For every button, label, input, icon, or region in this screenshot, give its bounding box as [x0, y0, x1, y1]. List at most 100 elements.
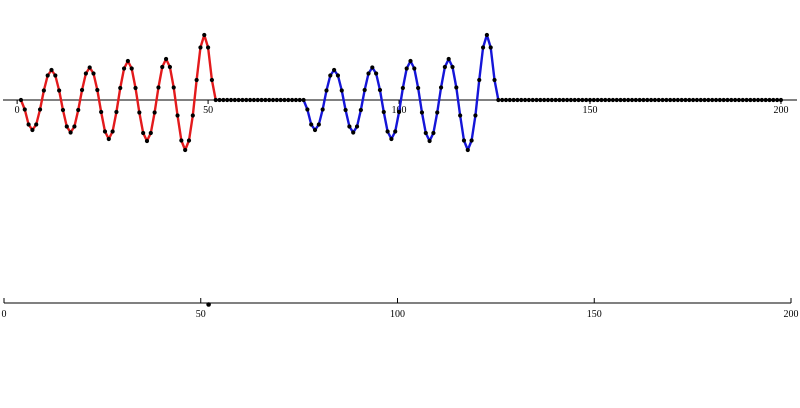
data-point — [584, 97, 589, 103]
data-point — [519, 97, 524, 103]
data-point — [522, 97, 528, 103]
data-point — [160, 64, 165, 70]
data-point — [106, 136, 111, 142]
data-point — [733, 97, 738, 103]
data-point — [286, 97, 291, 103]
data-point — [660, 97, 665, 103]
data-point — [408, 58, 413, 64]
data-point — [767, 97, 772, 103]
data-point — [381, 109, 386, 115]
data-point — [729, 97, 734, 103]
data-point — [637, 97, 642, 103]
data-point — [370, 65, 375, 70]
data-point — [91, 71, 96, 76]
x-tick-label: 0 — [15, 105, 20, 116]
data-point — [626, 97, 631, 103]
data-point — [427, 138, 432, 144]
data-point — [144, 138, 150, 144]
data-point — [244, 97, 249, 103]
data-point — [41, 88, 46, 93]
data-point — [713, 97, 719, 103]
data-point — [580, 97, 585, 103]
data-point — [545, 97, 551, 103]
data-point — [213, 97, 218, 103]
data-point — [125, 58, 130, 64]
data-point — [209, 77, 215, 83]
data-point — [771, 97, 776, 103]
data-point — [450, 64, 455, 70]
x-tick-label: 150 — [583, 105, 598, 116]
data-point — [736, 97, 742, 103]
data-point — [118, 85, 123, 91]
data-point — [549, 97, 554, 103]
data-point — [553, 97, 558, 103]
data-point — [400, 85, 405, 91]
data-point — [530, 97, 535, 103]
data-point — [339, 88, 344, 93]
data-point — [614, 97, 619, 103]
data-point — [152, 110, 157, 115]
data-point — [228, 97, 234, 103]
data-point — [309, 122, 314, 127]
data-point — [22, 107, 27, 112]
data-point — [431, 130, 436, 136]
data-point — [278, 97, 283, 103]
data-point — [542, 97, 547, 103]
data-point — [649, 97, 654, 103]
data-point — [778, 97, 784, 103]
data-point — [26, 122, 31, 127]
data-point — [37, 107, 43, 112]
data-point — [438, 85, 444, 90]
data-point — [500, 97, 505, 103]
data-point — [190, 113, 195, 118]
data-point — [755, 97, 761, 103]
data-point — [515, 97, 520, 103]
data-point — [458, 113, 463, 118]
data-point — [183, 147, 188, 153]
data-point — [645, 97, 650, 103]
data-point — [312, 127, 318, 133]
data-point — [68, 130, 73, 135]
data-point — [664, 97, 669, 103]
data-point — [587, 97, 593, 103]
data-point — [503, 97, 509, 103]
data-point — [691, 97, 696, 103]
data-point — [102, 129, 108, 134]
x-tick-label: 100 — [390, 309, 405, 320]
data-point — [305, 107, 310, 112]
data-point — [110, 129, 115, 134]
data-point — [385, 129, 390, 134]
data-point — [137, 110, 142, 115]
data-point — [763, 97, 768, 103]
data-point — [377, 87, 383, 93]
data-point — [775, 97, 780, 103]
data-point — [83, 71, 88, 76]
data-point — [121, 66, 127, 71]
data-point — [492, 77, 497, 83]
data-point — [694, 97, 700, 103]
data-point — [748, 97, 753, 103]
data-point — [354, 124, 360, 129]
data-point — [721, 97, 726, 103]
data-point — [599, 97, 604, 103]
data-point — [301, 97, 306, 103]
data-point — [687, 97, 692, 103]
data-point — [267, 97, 272, 103]
data-point — [740, 97, 745, 103]
data-point — [652, 97, 658, 103]
data-point — [232, 97, 237, 103]
series-line — [302, 33, 500, 152]
data-point — [564, 97, 570, 103]
data-point — [332, 67, 337, 73]
data-point — [270, 97, 276, 103]
data-point — [76, 107, 81, 113]
data-point — [129, 66, 134, 71]
data-point — [95, 87, 100, 93]
data-point — [34, 122, 39, 127]
data-point — [572, 97, 577, 103]
data-point — [186, 138, 192, 143]
series-line — [19, 33, 217, 152]
data-point — [477, 77, 482, 83]
data-point — [30, 127, 35, 133]
data-point — [358, 107, 363, 113]
